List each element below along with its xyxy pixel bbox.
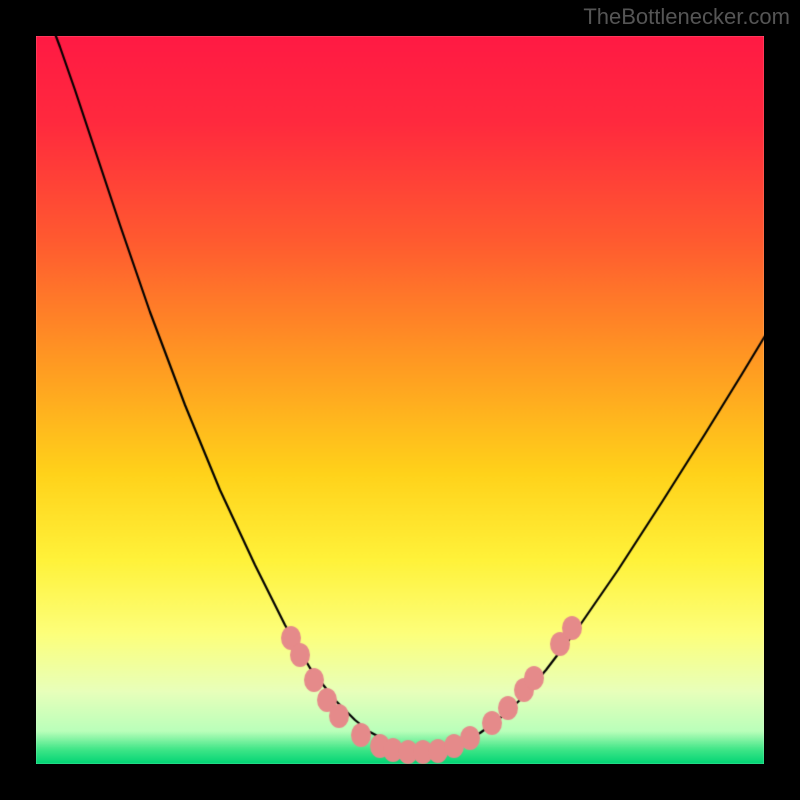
bottleneck-curve-layer [0, 0, 800, 800]
chart-stage: TheBottlenecker.com [0, 0, 800, 800]
watermark-label: TheBottlenecker.com [583, 4, 790, 30]
